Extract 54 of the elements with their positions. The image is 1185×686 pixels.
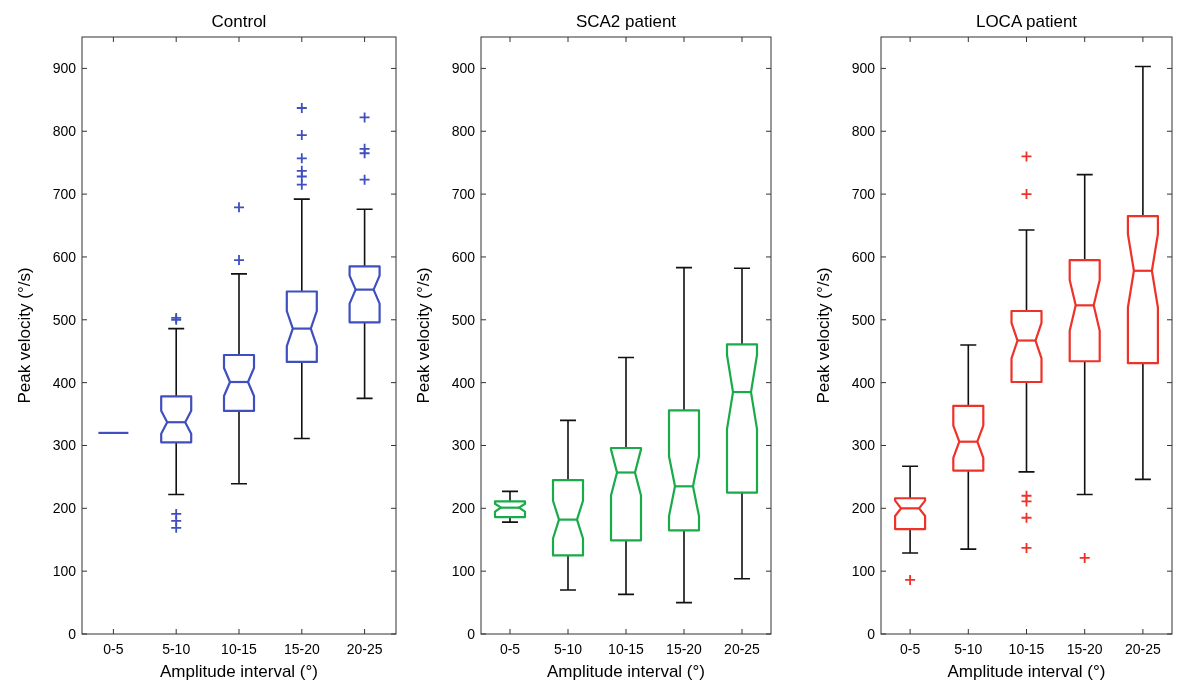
y-tick-label: 100	[52, 563, 77, 580]
y-tick-label: 600	[851, 248, 876, 265]
x-tick-label: 10-15	[608, 641, 645, 657]
y-tick-label: 700	[851, 186, 876, 203]
y-tick-label: 200	[451, 500, 476, 517]
chart-title: LOCA patient	[975, 12, 1078, 31]
y-tick-label: 700	[52, 186, 77, 203]
y-tick-label: 300	[52, 437, 77, 454]
y-tick-label: 600	[52, 248, 77, 265]
y-tick-label: 400	[52, 374, 77, 391]
y-tick-label: 200	[52, 500, 77, 517]
x-tick-label: 0-5	[899, 641, 921, 657]
x-tick-label: 20-25	[724, 641, 761, 657]
x-tick-label: 20-25	[346, 641, 383, 657]
x-tick-label: 5-10	[553, 641, 583, 657]
chart-title: Control	[211, 12, 267, 31]
x-tick-label: 10-15	[1008, 641, 1045, 657]
y-tick-label: 800	[52, 123, 77, 140]
y-tick-label: 800	[851, 123, 876, 140]
y-tick-label: 900	[451, 60, 476, 77]
x-tick-label: 5-10	[954, 641, 983, 657]
y-tick-label: 500	[52, 311, 77, 328]
y-tick-label: 500	[451, 311, 476, 328]
y-tick-label: 100	[451, 563, 476, 580]
chart-title: SCA2 patient	[575, 12, 677, 31]
y-tick-label: 900	[851, 60, 876, 77]
x-axis-title: Amplitude interval (°)	[947, 662, 1106, 681]
y-tick-label: 400	[451, 374, 476, 391]
x-tick-label: 15-20	[1066, 641, 1103, 657]
x-tick-label: 15-20	[283, 641, 320, 657]
x-tick-label: 5-10	[162, 641, 191, 657]
y-tick-label: 400	[851, 374, 876, 391]
y-tick-label: 900	[52, 60, 77, 77]
x-tick-label: 10-15	[221, 641, 258, 657]
y-tick-label: 0	[467, 625, 476, 642]
x-axis-title: Amplitude interval (°)	[547, 662, 705, 681]
y-tick-label: 600	[451, 248, 476, 265]
x-tick-label: 20-25	[1124, 641, 1162, 657]
x-tick-label: 15-20	[666, 641, 703, 657]
y-axis-title: Peak velocity (°/s)	[814, 267, 833, 404]
y-tick-label: 200	[851, 500, 876, 517]
y-tick-label: 300	[851, 437, 876, 454]
x-tick-label: 0-5	[499, 641, 521, 657]
y-tick-label: 0	[68, 625, 77, 642]
x-tick-label: 0-5	[103, 641, 124, 657]
y-tick-label: 500	[851, 311, 876, 328]
y-tick-label: 800	[451, 123, 476, 140]
y-axis-title: Peak velocity (°/s)	[15, 267, 34, 404]
y-tick-label: 100	[851, 563, 876, 580]
y-axis-title: Peak velocity (°/s)	[414, 267, 433, 404]
y-tick-label: 0	[867, 625, 876, 642]
x-axis-title: Amplitude interval (°)	[160, 662, 318, 681]
y-tick-label: 700	[451, 186, 476, 203]
y-tick-label: 300	[451, 437, 476, 454]
